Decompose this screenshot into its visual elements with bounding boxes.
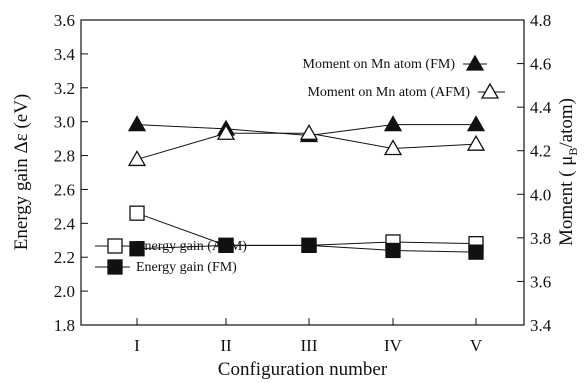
x-axis-title: Configuration number — [218, 359, 388, 380]
y-left-tick-label: 1.8 — [54, 316, 75, 335]
legend-entry-2: Energy gain (AFM) — [95, 238, 247, 254]
x-tick-label: III — [301, 336, 318, 355]
y-left-tick-label: 2.2 — [54, 248, 75, 267]
series-line-segment — [136, 244, 227, 250]
legend-layer: Moment on Mn atom (FM) Moment on Mn atom … — [95, 54, 505, 275]
y-left-tick-label: 2.6 — [54, 180, 75, 199]
square-marker — [218, 237, 234, 254]
series-line-segment — [136, 212, 227, 246]
y-left-tick-label: 2.8 — [54, 147, 75, 166]
y-right-tick-label: 3.8 — [530, 229, 551, 248]
legend-label: Energy gain (FM) — [136, 260, 237, 275]
y-right-tick-label: 4.8 — [530, 11, 551, 30]
square-marker — [129, 205, 145, 221]
triangle-marker — [299, 123, 319, 140]
square-marker — [129, 241, 145, 257]
legend-label: Moment on Mn atom (AFM) — [307, 85, 470, 100]
triangle-marker — [383, 139, 403, 156]
square-marker — [301, 237, 317, 254]
y-right-tick-label: 4.2 — [530, 142, 551, 161]
legend-label: Energy gain (AFM) — [136, 239, 247, 254]
triangle-marker — [216, 123, 236, 140]
y-left-tick-label: 2.4 — [54, 214, 76, 233]
y-left-tick-label: 3.4 — [54, 45, 76, 64]
y-left-tick-label: 2.0 — [54, 282, 75, 301]
y-left-tick-label: 3.6 — [54, 11, 75, 30]
legend-entry-1: Moment on Mn atom (AFM) — [307, 82, 505, 100]
legend-marker — [107, 238, 123, 254]
series-line-segment — [308, 244, 394, 251]
legend-marker — [107, 259, 123, 275]
square-marker — [468, 244, 484, 260]
series-1 — [127, 123, 486, 167]
y-right-tick-label: 4.0 — [530, 185, 551, 204]
y-right-tick-label: 4.4 — [530, 98, 552, 117]
series-line-segment — [136, 132, 227, 160]
triangle-marker — [466, 134, 486, 151]
y-right-tick-label: 3.6 — [530, 272, 551, 291]
series-line-segment — [136, 124, 227, 130]
triangle-marker — [383, 115, 403, 132]
legend-marker — [480, 82, 500, 99]
legend-label: Moment on Mn atom (FM) — [303, 57, 456, 72]
x-tick-label: IV — [384, 336, 403, 355]
ticks-layer: 1.8 2.0 2.2 2.4 2.6 2.8 3.0 3.2 3.4 3.6 3.4 3.6 3.8 4… — [54, 11, 552, 355]
series-line-segment — [225, 128, 310, 136]
triangle-marker — [127, 150, 147, 167]
triangle-marker — [466, 115, 486, 132]
y-right-tick-label: 4.6 — [530, 55, 551, 74]
square-marker — [385, 242, 401, 259]
series-layer — [127, 115, 486, 260]
y-right-title-main: Moment ( μ — [556, 156, 577, 246]
y-left-axis-title: Energy gain Δε (eV) — [11, 94, 32, 251]
series-line-segment — [308, 124, 394, 136]
x-tick-label: II — [220, 336, 232, 355]
legend-marker — [465, 54, 485, 71]
series-line-segment — [392, 241, 477, 245]
legend-entry-3: Energy gain (FM) — [95, 259, 237, 275]
y-right-axis-title: Moment ( μB/atom) — [556, 98, 580, 246]
y-right-title-subscript: B — [566, 148, 580, 156]
y-right-title-tail: /atom) — [556, 98, 577, 148]
x-tick-label: V — [470, 336, 483, 355]
plot-frame — [80, 19, 525, 326]
series-line-segment — [308, 132, 394, 150]
legend-entry-0: Moment on Mn atom (FM) — [303, 54, 487, 72]
series-line-segment — [392, 249, 477, 253]
y-right-tick-label: 3.4 — [530, 316, 552, 335]
series-line-segment — [308, 241, 394, 246]
y-left-tick-label: 3.0 — [54, 113, 75, 132]
series-3 — [129, 237, 484, 260]
y-left-tick-label: 3.2 — [54, 79, 75, 98]
series-line-segment — [392, 143, 477, 150]
x-tick-label: I — [134, 336, 140, 355]
triangle-marker — [127, 115, 147, 132]
